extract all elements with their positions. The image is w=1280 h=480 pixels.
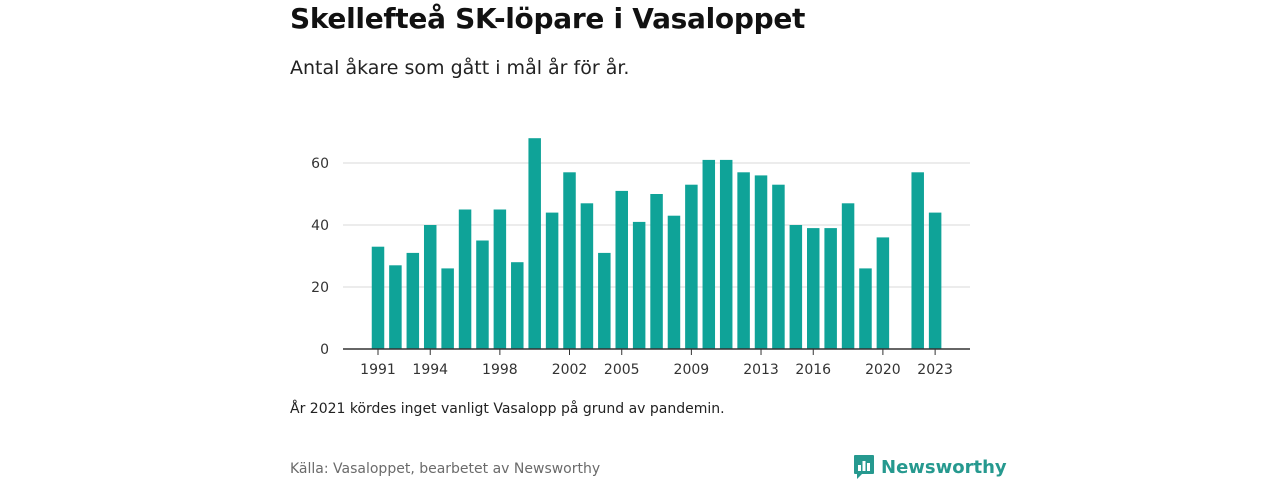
bar-2008 [667, 215, 681, 349]
bar-1996 [458, 209, 472, 349]
bar-2014 [772, 184, 785, 349]
bar-2018 [841, 203, 855, 349]
x-tick-label: 2013 [743, 362, 779, 378]
bar-2022 [911, 172, 924, 349]
x-tick-label: 2016 [795, 362, 831, 378]
bar-2004 [598, 252, 611, 349]
x-tick-label: 2023 [917, 362, 953, 378]
bar-2000 [528, 138, 541, 349]
bar-2006 [632, 221, 646, 349]
bar-2017 [824, 228, 837, 349]
x-tick-label: 1998 [482, 362, 518, 378]
y-tick-label: 40 [311, 218, 329, 234]
bar-1998 [493, 209, 507, 349]
x-tick-label: 1994 [412, 362, 448, 378]
bar-1991 [371, 246, 385, 349]
bar-1994 [423, 225, 437, 349]
bar-1993 [406, 252, 420, 349]
bar-2012 [737, 172, 750, 349]
bar-2013 [754, 175, 768, 349]
x-tick-label: 2020 [865, 362, 901, 378]
x-tick-label: 2005 [604, 362, 640, 378]
bar-2011 [719, 159, 733, 349]
y-tick-label: 60 [311, 156, 329, 172]
bar-2015 [789, 225, 803, 349]
newsworthy-logo-text: Newsworthy [881, 456, 1007, 478]
y-tick-label: 20 [311, 280, 329, 296]
bar-2007 [650, 194, 663, 349]
bar-1999 [511, 262, 524, 349]
newsworthy-logo-icon [854, 455, 874, 479]
chart-subtitle: Antal åkare som gått i mål år för år. [290, 57, 630, 79]
bar-2009 [685, 184, 698, 349]
bar-2020 [876, 237, 890, 349]
bar-2001 [545, 212, 559, 349]
bar-2019 [859, 268, 872, 349]
bar-2010 [702, 159, 716, 349]
axes: 0 20 40 60 1991 1994 1998 2002 2005 2009 2013 2016 2… [311, 156, 970, 378]
newsworthy-logo[interactable]: Newsworthy [853, 454, 1007, 480]
bar-2005 [615, 190, 628, 349]
bar-chart: 0 20 40 60 1991 1994 1998 2002 2005 2009 2013 2016 2… [311, 138, 970, 378]
bars [371, 138, 942, 349]
bar-1992 [389, 265, 402, 349]
chart-title: Skellefteå SK-löpare i Vasaloppet [290, 2, 806, 35]
bar-2016 [807, 228, 820, 349]
bar-1995 [441, 268, 454, 349]
bar-2023 [928, 212, 942, 349]
bar-1997 [476, 240, 489, 349]
x-tick-label: 2002 [552, 362, 588, 378]
source-credit: Källa: Vasaloppet, bearbetet av Newswort… [290, 461, 601, 477]
bar-2002 [563, 172, 576, 349]
y-tick-label: 0 [320, 342, 329, 358]
x-tick-label: 2009 [674, 362, 710, 378]
chart-note: År 2021 kördes inget vanligt Vasalopp på… [290, 401, 725, 417]
bar-2003 [580, 203, 594, 349]
x-tick-label: 1991 [360, 362, 396, 378]
